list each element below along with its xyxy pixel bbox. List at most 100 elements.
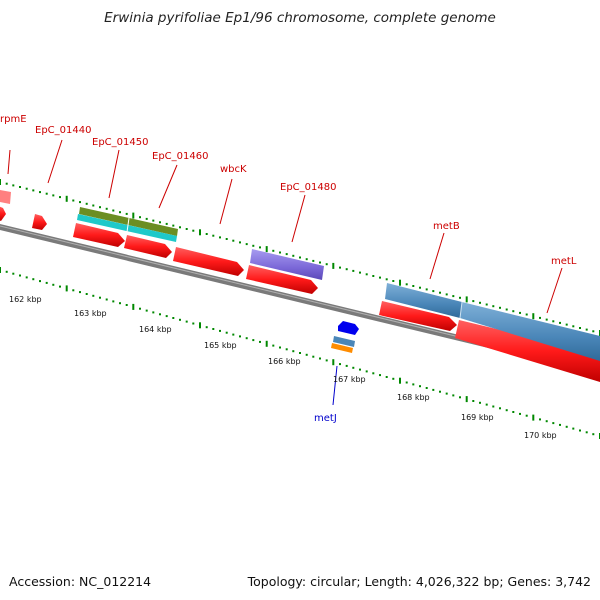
minor-tick xyxy=(5,270,8,273)
minor-tick xyxy=(505,409,508,412)
major-tick xyxy=(399,279,401,286)
minor-tick xyxy=(232,239,235,242)
minor-tick xyxy=(419,385,421,388)
cds-arrow-metl[interactable] xyxy=(455,320,600,382)
minor-tick xyxy=(85,293,88,295)
minor-tick xyxy=(125,212,128,215)
gene-label-metb[interactable]: metB xyxy=(433,221,460,232)
minor-tick xyxy=(585,431,588,434)
minor-tick xyxy=(279,346,281,349)
minor-tick xyxy=(459,396,461,399)
cds-arrow-metj[interactable] xyxy=(338,321,359,335)
scale-label-165: 165 kbp xyxy=(204,341,237,350)
minor-tick xyxy=(512,310,515,313)
minor-tick xyxy=(312,355,315,358)
minor-tick xyxy=(152,311,155,314)
minor-tick xyxy=(485,303,488,306)
minor-tick xyxy=(552,422,555,425)
cds-arrow-b[interactable] xyxy=(32,214,47,230)
outer-tick-track xyxy=(0,179,600,336)
minor-tick xyxy=(112,300,115,303)
minor-tick xyxy=(592,330,595,333)
minor-tick xyxy=(425,288,428,291)
minor-tick xyxy=(172,224,175,227)
gene-label-rpme[interactable]: rpmE xyxy=(0,114,27,125)
minor-tick xyxy=(365,370,368,373)
minor-tick xyxy=(572,325,575,328)
gene-label-epc01480[interactable]: EpC_01480 xyxy=(280,182,336,193)
minor-tick xyxy=(165,315,168,318)
cds-arrow-a[interactable] xyxy=(0,206,6,221)
minor-tick xyxy=(559,321,561,324)
minor-tick xyxy=(479,401,481,404)
cds-arrow-epc01440[interactable] xyxy=(73,223,125,247)
gene-label-metj[interactable]: metJ xyxy=(314,413,337,424)
minor-tick xyxy=(379,374,381,377)
map-title: Erwinia pyrifoliae Ep1/96 chromosome, co… xyxy=(104,10,496,26)
purple-bar[interactable] xyxy=(250,249,324,280)
cyan-bar[interactable] xyxy=(77,214,177,242)
cds-arrow-metb[interactable] xyxy=(379,301,457,331)
scale-label-166: 166 kbp xyxy=(268,357,301,366)
minor-tick xyxy=(405,283,408,286)
major-tick xyxy=(465,296,468,303)
gene-label-wbck[interactable]: wbcK xyxy=(220,164,247,175)
minor-tick xyxy=(219,236,221,239)
gene-label-epc01460[interactable]: EpC_01460 xyxy=(152,151,208,162)
minor-tick xyxy=(45,192,48,195)
minor-tick xyxy=(105,207,108,210)
minor-tick xyxy=(359,271,361,274)
minor-tick xyxy=(512,411,515,413)
minor-tick xyxy=(579,327,581,329)
minor-tick xyxy=(212,328,215,330)
minor-tick xyxy=(579,429,581,432)
small-blue-bar[interactable] xyxy=(333,336,355,347)
minor-tick xyxy=(45,281,48,284)
small-orange-bar[interactable] xyxy=(331,343,353,353)
minor-tick xyxy=(139,216,141,219)
minor-tick xyxy=(325,359,328,362)
minor-tick xyxy=(59,196,61,199)
pink-bar[interactable] xyxy=(0,190,11,204)
scale-label-168: 168 kbp xyxy=(397,393,430,402)
minor-tick xyxy=(112,209,115,212)
blast-bar-metb[interactable] xyxy=(385,283,462,318)
minor-tick xyxy=(339,266,341,269)
cds-arrow-epc01480[interactable] xyxy=(246,265,318,294)
minor-tick xyxy=(439,390,441,393)
minor-tick xyxy=(412,383,415,386)
minor-tick xyxy=(159,313,161,316)
minor-tick xyxy=(172,317,175,319)
minor-tick xyxy=(252,339,255,342)
cds-arrow-wbck[interactable] xyxy=(173,247,244,276)
minor-tick xyxy=(345,364,348,367)
gene-label-metl[interactable]: metL xyxy=(551,256,577,267)
minor-tick xyxy=(19,186,21,188)
minor-tick xyxy=(292,254,295,257)
minor-tick xyxy=(72,199,75,202)
minor-tick xyxy=(439,291,441,294)
gene-label-epc01450[interactable]: EpC_01450 xyxy=(92,137,148,148)
minor-tick xyxy=(432,388,435,391)
minor-tick xyxy=(259,340,261,343)
minor-tick xyxy=(379,276,381,279)
major-tick xyxy=(532,313,535,320)
minor-tick xyxy=(425,387,428,389)
blast-bar-metl[interactable] xyxy=(460,302,600,361)
minor-tick xyxy=(292,350,295,353)
minor-tick xyxy=(299,256,301,259)
minor-tick xyxy=(145,309,148,312)
minor-tick xyxy=(492,305,495,308)
leader-lines xyxy=(7,139,563,406)
minor-tick xyxy=(525,313,528,316)
cds-arrow-epc01450[interactable] xyxy=(124,235,172,258)
minor-tick xyxy=(412,285,415,287)
minor-tick xyxy=(372,372,375,375)
gene-label-epc01440[interactable]: EpC_01440 xyxy=(35,125,91,136)
minor-tick xyxy=(25,187,28,190)
minor-tick xyxy=(152,219,155,222)
minor-tick xyxy=(499,407,501,410)
minor-tick xyxy=(545,420,548,423)
minor-tick xyxy=(5,182,8,185)
